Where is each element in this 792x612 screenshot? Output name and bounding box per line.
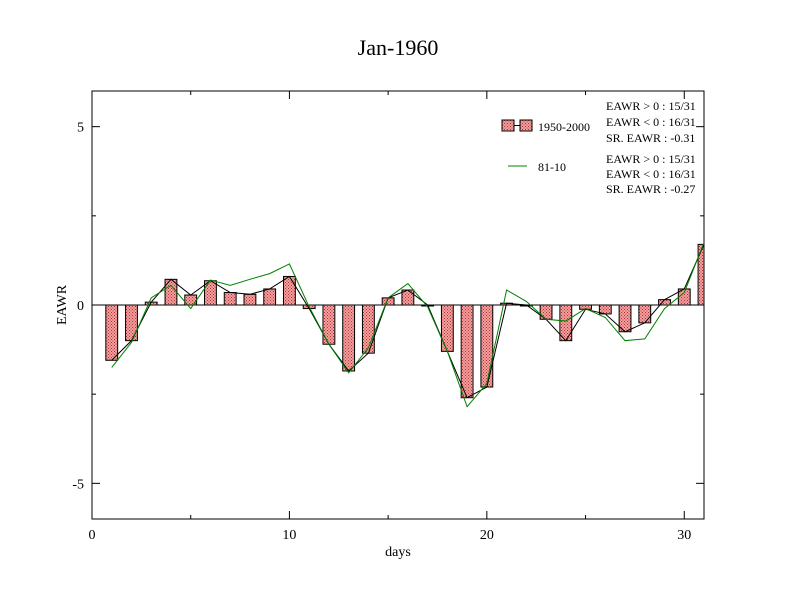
- bar: [559, 304, 573, 342]
- stat-line: SR. EAWR : -0.27: [606, 182, 695, 196]
- bar: [638, 304, 652, 324]
- y-tick-label: 5: [77, 121, 84, 136]
- y-axis-label: EAWR: [55, 284, 70, 325]
- stats-1950-2000: EAWR > 0 : 15/31 EAWR < 0 : 16/31 SR. EA…: [606, 99, 696, 145]
- x-tick-label: 20: [480, 528, 494, 543]
- x-tick-label: 10: [282, 528, 296, 543]
- series-81-10-line: [111, 242, 705, 408]
- bar: [480, 304, 494, 388]
- stat-line: EAWR > 0 : 15/31: [606, 99, 696, 113]
- y-tick-label: -5: [72, 477, 84, 492]
- stat-line: SR. EAWR : -0.31: [606, 131, 695, 145]
- bar: [342, 304, 356, 372]
- bar: [223, 292, 237, 306]
- stat-line: EAWR > 0 : 15/31: [606, 152, 696, 166]
- legend-label-81-10: 81-10: [538, 160, 566, 174]
- bar: [263, 288, 277, 306]
- chart-title: Jan-1960: [358, 35, 439, 60]
- bar: [440, 304, 454, 352]
- bar: [243, 293, 257, 306]
- bar: [460, 304, 474, 399]
- bar: [105, 304, 119, 361]
- bar: [697, 243, 705, 306]
- stat-line: EAWR < 0 : 16/31: [606, 115, 696, 129]
- bar: [204, 280, 217, 306]
- bar: [401, 289, 415, 306]
- bar: [322, 304, 336, 345]
- legend-swatch-bar-right: [519, 119, 533, 132]
- stat-line: EAWR < 0 : 16/31: [606, 167, 696, 181]
- bar: [361, 304, 375, 354]
- legend: 1950-2000 81-10: [501, 119, 590, 174]
- x-tick-label: 0: [89, 528, 96, 543]
- legend-swatch-bar-left: [501, 119, 515, 132]
- series-1950-2000-line: [111, 244, 705, 399]
- x-tick-label: 30: [677, 528, 691, 543]
- bar: [282, 275, 296, 306]
- bar: [125, 304, 138, 342]
- legend-label-1950-2000: 1950-2000: [538, 120, 590, 134]
- y-tick-label: 0: [77, 299, 84, 314]
- bar: [539, 304, 553, 320]
- stats-81-10: EAWR > 0 : 15/31 EAWR < 0 : 16/31 SR. EA…: [606, 152, 696, 196]
- x-axis-label: days: [385, 545, 411, 560]
